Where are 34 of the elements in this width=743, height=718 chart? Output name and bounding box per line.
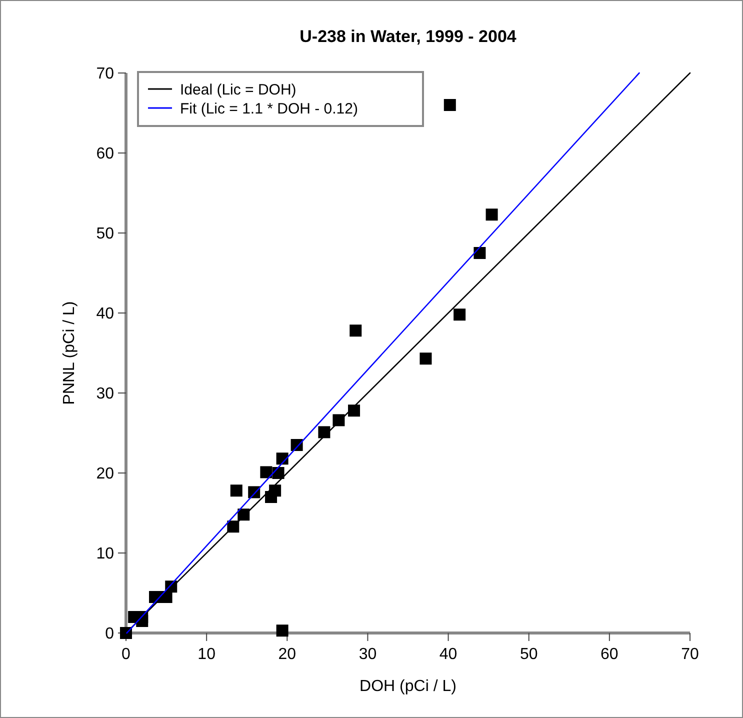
point — [260, 466, 272, 478]
y-tick-label: 60 — [96, 146, 114, 163]
y-tick-label: 30 — [96, 386, 114, 403]
point — [454, 308, 466, 321]
point — [120, 627, 132, 639]
y-axis-title: PNNL (pCi / L) — [61, 301, 78, 405]
point — [474, 247, 486, 259]
legend-label: Ideal (Lic = DOH) — [180, 81, 296, 98]
point — [230, 484, 242, 497]
x-tick-label: 10 — [198, 646, 216, 663]
y-tick-label: 50 — [96, 226, 114, 243]
point — [444, 99, 456, 111]
point — [269, 484, 282, 497]
x-tick-label: 60 — [600, 646, 618, 663]
y-tick-label: 20 — [96, 466, 114, 483]
point — [420, 352, 432, 365]
x-axis-title: DOH (pCi / L) — [360, 678, 456, 695]
point — [332, 414, 345, 426]
x-tick-label: 0 — [122, 646, 131, 663]
point — [350, 324, 362, 337]
x-tick-label: 50 — [520, 646, 538, 663]
point — [276, 624, 288, 637]
chart-title: U-238 in Water, 1999 - 2004 — [300, 27, 517, 46]
y-tick-label: 10 — [96, 546, 114, 563]
x-tick-label: 20 — [278, 646, 296, 663]
x-tick-label: 40 — [439, 646, 458, 663]
y-tick-label: 0 — [105, 626, 114, 643]
point — [486, 208, 498, 221]
legend-label: Fit (Lic = 1.1 * DOH - 0.12) — [180, 100, 358, 118]
x-tick-label: 70 — [681, 646, 699, 663]
x-tick-label: 30 — [358, 646, 377, 663]
point — [318, 426, 330, 438]
y-tick-label: 70 — [96, 66, 114, 83]
y-tick-label: 40 — [96, 306, 114, 323]
